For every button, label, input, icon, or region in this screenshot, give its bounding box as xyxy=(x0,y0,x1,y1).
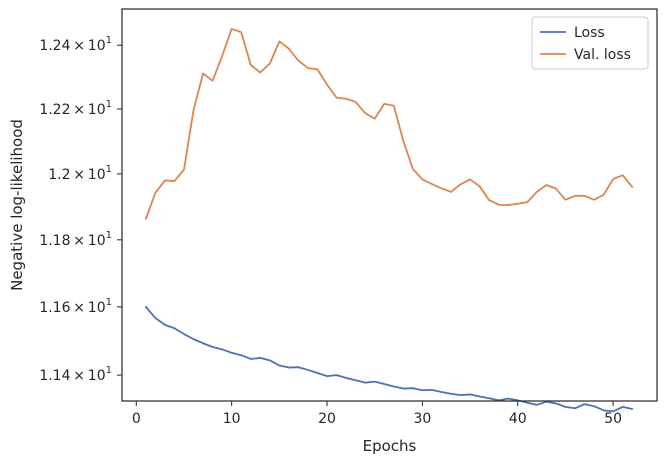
y-axis-label: Negative log-likelihood xyxy=(8,119,26,291)
x-tick-label: 30 xyxy=(413,411,431,427)
legend: Loss Val. loss xyxy=(531,16,649,70)
y-tick-label: 1.2 × 101 xyxy=(48,164,112,183)
legend-label-val-loss: Val. loss xyxy=(574,47,631,63)
x-tick-label: 0 xyxy=(132,411,141,427)
x-tick-label: 40 xyxy=(509,411,527,427)
y-tick-label: 1.24 × 101 xyxy=(39,35,112,54)
y-ticks: 1.14 × 101 1.16 × 101 1.18 × 101 1.2 × 101 1… xyxy=(39,35,122,384)
x-tick-label: 20 xyxy=(318,411,336,427)
x-tick-label: 10 xyxy=(223,411,241,427)
y-tick-label: 1.22 × 101 xyxy=(39,99,112,118)
legend-label-loss: Loss xyxy=(574,25,605,41)
y-tick-label: 1.16 × 101 xyxy=(39,297,112,316)
legend-box xyxy=(531,16,649,70)
series-line-loss xyxy=(144,305,634,413)
x-ticks: 0 10 20 30 40 50 xyxy=(132,401,622,427)
x-axis-label: Epochs xyxy=(363,437,417,455)
x-tick-label: 50 xyxy=(604,411,622,427)
series-layer xyxy=(144,27,634,413)
plot-frame xyxy=(121,8,658,402)
y-tick-label: 1.18 × 101 xyxy=(39,230,112,249)
series-line-val-loss xyxy=(144,27,634,220)
y-tick-label: 1.14 × 101 xyxy=(39,365,112,384)
